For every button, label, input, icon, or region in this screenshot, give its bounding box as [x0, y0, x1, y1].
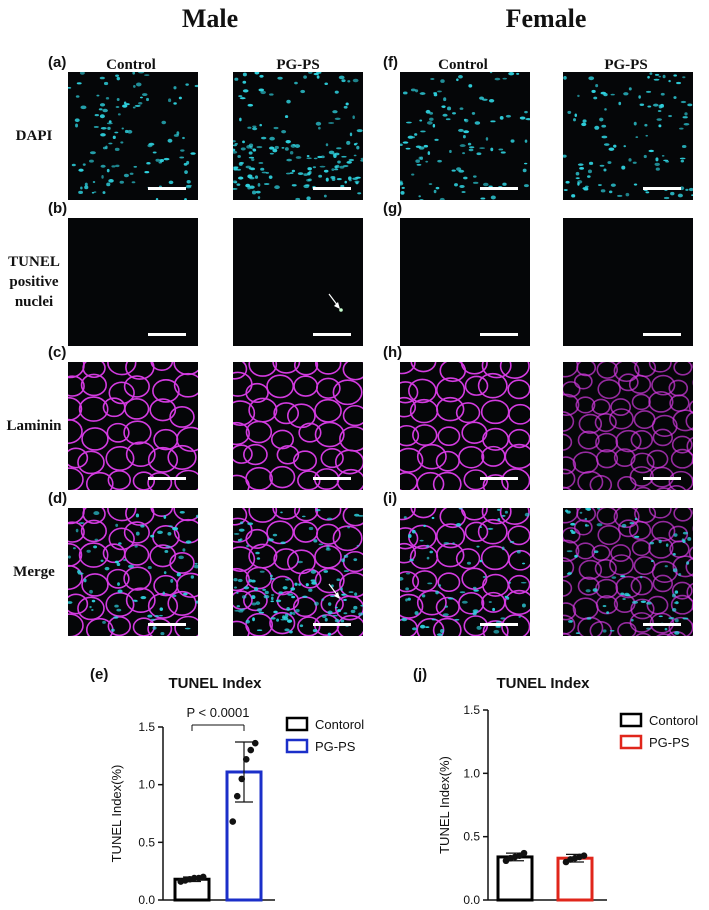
data-point: [199, 873, 207, 881]
row-label-line: positive: [9, 274, 59, 290]
micrograph-merge-female-pgps: [563, 508, 693, 636]
y-tick-label: 1.5: [463, 703, 480, 717]
micrograph-laminin-female-pgps: [563, 362, 693, 490]
y-tick-label: 0.5: [138, 835, 155, 849]
panel-letter-j: (j): [413, 666, 428, 683]
legend-label: Contorol: [315, 717, 364, 732]
column-label-female-control: Control: [438, 57, 488, 73]
column-label-male-control: Control: [106, 57, 156, 73]
data-point: [238, 775, 246, 783]
column-label-male-pgps: PG-PS: [276, 57, 320, 73]
scale-bar: [313, 623, 351, 626]
y-tick-label: 0.0: [138, 893, 155, 905]
y-tick-label: 1.0: [463, 766, 480, 780]
y-tick-label: 0.0: [463, 893, 480, 905]
micrograph-dapi-female-pgps: [563, 72, 693, 200]
p-value-annotation: P < 0.0001: [186, 705, 249, 720]
legend-label: PG-PS: [315, 739, 356, 754]
scale-bar: [148, 477, 186, 480]
legend-swatch: [619, 712, 643, 728]
data-point: [247, 746, 255, 754]
panel-letter-g: (g): [383, 200, 403, 217]
panel-letter-f: (f): [383, 54, 398, 71]
row-label-line: TUNEL: [8, 254, 60, 270]
scale-bar: [480, 623, 518, 626]
scale-bar: [148, 333, 186, 336]
row-label-merge: Merge: [4, 562, 64, 582]
y-tick-label: 0.5: [463, 830, 480, 844]
micrograph-tunel-male-pgps: [233, 218, 363, 346]
micrograph-dapi-male-pgps: [233, 72, 363, 200]
y-tick-label: 1.0: [138, 778, 155, 792]
scale-bar: [480, 187, 518, 190]
scale-bar: [643, 333, 681, 336]
row-label-line: DAPI: [15, 128, 53, 144]
micrograph-merge-female-control: [400, 508, 530, 636]
panel-letter-b: (b): [48, 200, 68, 217]
scale-bar: [313, 477, 351, 480]
legend-label: PG-PS: [649, 735, 690, 750]
micrograph-tunel-male-control: [68, 218, 198, 346]
micrograph-tunel-female-control: [400, 218, 530, 346]
data-point: [233, 792, 241, 800]
column-label-female-pgps: PG-PS: [604, 57, 648, 73]
row-label-tunel: TUNEL positive nuclei: [4, 252, 64, 312]
chart-title: TUNEL Index: [496, 675, 590, 692]
micrograph-dapi-female-control: [400, 72, 530, 200]
tunel-index-chart-male: TUNEL Index 0.0 0.5 1.0 1.5 TUNEL Index(%) P <…: [109, 675, 364, 905]
female-title: Female: [505, 4, 587, 33]
legend-swatch: [285, 738, 309, 754]
chart-title: TUNEL Index: [168, 675, 262, 692]
y-axis-label: TUNEL Index(%): [109, 765, 124, 863]
micrograph-laminin-male-control: [68, 362, 198, 490]
tunel-index-chart-female: TUNEL Index 0.0 0.5 1.0 1.5 TUNEL Index(%) Con…: [437, 675, 698, 905]
micrograph-tunel-female-pgps: [563, 218, 693, 346]
scale-bar: [313, 187, 351, 190]
legend-label: Contorol: [649, 713, 698, 728]
row-label-dapi: DAPI: [4, 126, 64, 146]
bar-pg-ps: [556, 856, 594, 902]
scale-bar: [643, 623, 681, 626]
data-point: [520, 849, 528, 857]
panel-letter-d: (d): [48, 490, 68, 507]
scale-bar: [480, 477, 518, 480]
scale-bar: [148, 187, 186, 190]
micrograph-dapi-male-control: [68, 72, 198, 200]
y-tick-label: 1.5: [138, 720, 155, 734]
scale-bar: [313, 333, 351, 336]
panel-letter-h: (h): [383, 344, 403, 361]
legend-swatch: [619, 734, 643, 750]
y-axis-label: TUNEL Index(%): [437, 756, 452, 854]
scale-bar: [643, 477, 681, 480]
scale-bar: [643, 187, 681, 190]
scale-bar: [480, 333, 518, 336]
micrograph-merge-male-pgps: [233, 508, 363, 636]
data-point: [242, 755, 250, 763]
male-title: Male: [181, 4, 239, 33]
data-point: [580, 852, 588, 859]
row-label-line: Merge: [13, 564, 55, 580]
micrograph-laminin-male-pgps: [233, 362, 363, 490]
panel-letter-c: (c): [48, 344, 67, 361]
panel-letter-i: (i): [383, 490, 398, 507]
bar-contorol: [496, 855, 534, 902]
data-point: [229, 818, 237, 825]
row-label-line: nuclei: [14, 294, 54, 310]
panel-letter-e: (e): [90, 666, 109, 683]
micrograph-merge-male-control: [68, 508, 198, 636]
row-label-line: Laminin: [6, 418, 62, 434]
scale-bar: [148, 623, 186, 626]
legend-swatch: [285, 716, 309, 732]
row-label-laminin: Laminin: [4, 416, 64, 436]
micrograph-laminin-female-control: [400, 362, 530, 490]
data-point: [251, 739, 259, 747]
panel-letter-a: (a): [48, 54, 67, 71]
